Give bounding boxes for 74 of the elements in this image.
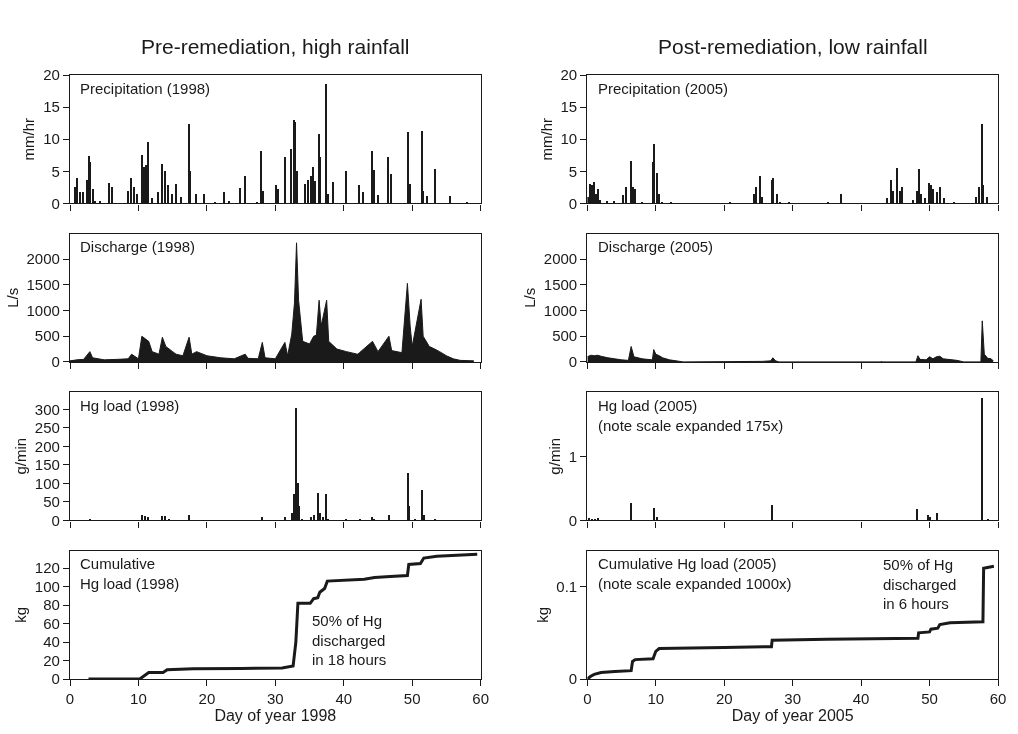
- x-tick-label: 20: [198, 690, 216, 708]
- y-tick-label: 500: [34, 327, 60, 345]
- y-tick-label: 2000: [26, 250, 60, 268]
- x-tick-label: 40: [335, 690, 353, 708]
- annotation: Hg load (1998): [80, 397, 180, 414]
- annotation: Cumulative Hg load (2005) (note scale expanded 1000x): [598, 555, 792, 592]
- y-tick-label: 1000: [543, 301, 578, 319]
- y-tick-label: 60: [43, 614, 60, 632]
- annotation: 50% of Hg discharged in 6 hours: [883, 556, 957, 612]
- y-tick-label: 150: [34, 456, 60, 474]
- y-axis-title: mm/hr: [537, 117, 555, 161]
- y-tick-label: 15: [560, 98, 578, 116]
- annotation: Precipitation (1998): [80, 80, 211, 97]
- y-tick-label: 100: [34, 577, 60, 595]
- annotation: Discharge (1998): [80, 238, 196, 255]
- y-tick-label: 250: [34, 419, 60, 437]
- y-tick-label: 5: [51, 162, 60, 180]
- chart-title: Pre-remediation, high rainfall: [141, 35, 410, 58]
- x-tick-label: 10: [647, 690, 665, 708]
- y-axis-title: kg: [533, 606, 551, 623]
- x-tick-label: 50: [921, 690, 938, 708]
- y-tick-label: 1500: [26, 276, 60, 294]
- y-tick-label: 5: [568, 162, 578, 180]
- y-tick-label: 50: [43, 493, 60, 511]
- y-tick-label: 0: [568, 511, 578, 529]
- y-tick-label: 1000: [26, 301, 60, 319]
- annotation: Hg load (2005) (note scale expanded 175x): [598, 397, 784, 434]
- y-axis-title: L/s: [3, 287, 21, 308]
- y-axis-title: g/min: [12, 437, 30, 475]
- x-axis-title: Day of year 1998: [214, 707, 337, 725]
- y-axis-title: mm/hr: [20, 117, 38, 161]
- y-axis-title: kg: [12, 606, 30, 623]
- y-tick-label: 0: [568, 670, 578, 688]
- y-tick-label: 1: [568, 447, 578, 465]
- y-tick-label: 10: [43, 130, 60, 148]
- x-tick-label: 60: [989, 690, 1007, 708]
- y-tick-label: 2000: [543, 250, 578, 268]
- y-tick-label: 300: [34, 400, 60, 418]
- x-tick-label: 60: [472, 690, 489, 708]
- y-tick-label: 20: [43, 66, 60, 84]
- x-axis-title: Day of year 2005: [731, 707, 854, 725]
- y-axis-title: g/min: [546, 437, 564, 475]
- x-tick-label: 30: [266, 690, 284, 708]
- y-tick-label: 1500: [543, 276, 578, 294]
- y-tick-label: 20: [560, 66, 578, 84]
- y-tick-label: 120: [34, 559, 60, 577]
- y-tick-label: 0: [51, 353, 60, 371]
- y-tick-label: 80: [43, 596, 60, 614]
- x-tick-label: 0: [65, 690, 75, 708]
- y-tick-label: 0.1: [556, 577, 578, 595]
- y-tick-label: 0: [51, 511, 60, 529]
- annotation: Cumulative Hg load (1998): [80, 555, 180, 592]
- y-tick-label: 200: [34, 437, 60, 455]
- y-tick-label: 10: [560, 130, 578, 148]
- x-tick-label: 50: [403, 690, 421, 708]
- annotation: Precipitation (2005): [598, 80, 729, 97]
- x-tick-label: 10: [130, 690, 147, 708]
- y-tick-label: 100: [34, 474, 60, 492]
- y-tick-label: 0: [568, 194, 578, 212]
- annotation: Discharge (2005): [598, 238, 714, 255]
- y-tick-label: 0: [51, 670, 60, 688]
- y-tick-label: 0: [568, 353, 578, 371]
- x-tick-label: 0: [583, 690, 592, 708]
- x-tick-label: 40: [852, 690, 870, 708]
- y-tick-label: 40: [43, 633, 60, 651]
- annotation: 50% of Hg discharged in 18 hours: [312, 612, 387, 668]
- x-tick-label: 20: [715, 690, 733, 708]
- x-tick-label: 30: [784, 690, 802, 708]
- y-tick-label: 20: [43, 651, 60, 669]
- y-axis-title: L/s: [521, 287, 539, 308]
- y-tick-label: 0: [51, 194, 60, 212]
- y-tick-label: 15: [43, 98, 60, 116]
- chart-title: Post-remediation, low rainfall: [658, 35, 928, 58]
- y-tick-label: 500: [552, 327, 578, 345]
